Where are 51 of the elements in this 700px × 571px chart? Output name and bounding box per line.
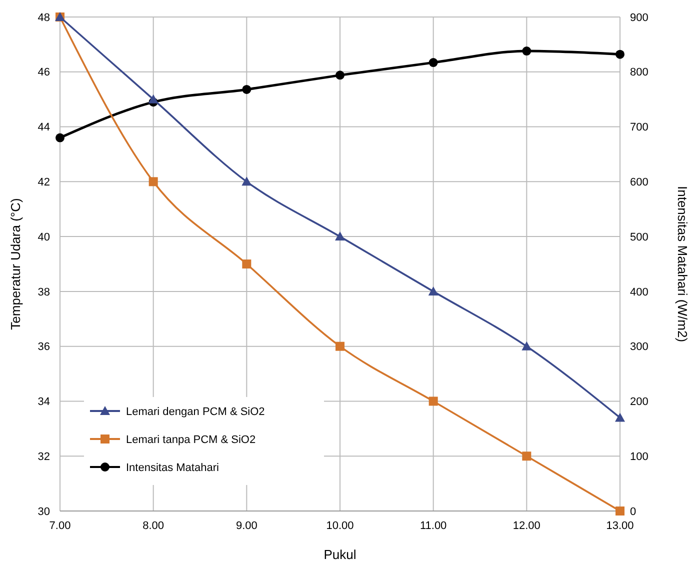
point — [148, 94, 158, 104]
y2-tick-label: 600 — [630, 176, 648, 189]
y2-tick-label: 0 — [630, 506, 636, 518]
y2-tick-label: 300 — [630, 341, 648, 354]
point — [428, 58, 438, 68]
y2-tick-label: 700 — [630, 122, 648, 134]
x-axis-title: Pukul — [324, 547, 356, 562]
point — [148, 177, 158, 186]
y2-tick-label: 800 — [630, 66, 648, 79]
legend-label: Intensitas Matahari — [126, 462, 219, 474]
point — [56, 133, 64, 142]
x-tick-label: 11.00 — [420, 520, 447, 532]
y-tick-label: 34 — [38, 396, 50, 408]
point — [616, 506, 624, 516]
y-axis-title: Temperatur Udara (°C) — [8, 198, 23, 330]
point — [615, 412, 625, 422]
point — [335, 232, 345, 241]
point — [522, 46, 532, 56]
y2-tick-label: 200 — [630, 396, 648, 408]
y2-tick-label: 500 — [630, 231, 648, 244]
point — [242, 260, 252, 268]
point — [242, 176, 252, 186]
y2-tick-label: 400 — [630, 286, 648, 298]
y-tick-label: 44 — [38, 122, 50, 134]
x-tick-label: 12.00 — [512, 520, 540, 532]
y-tick-label: 40 — [38, 231, 50, 244]
x-tick-label: 7.00 — [49, 520, 71, 532]
point — [522, 452, 532, 461]
x-tick-label: 13.00 — [606, 520, 634, 532]
point — [336, 70, 344, 80]
y2-axis-title: Intensitas Matahari (W/m2) — [675, 186, 690, 342]
point — [336, 342, 344, 351]
point — [616, 50, 624, 59]
y-tick-label: 46 — [38, 66, 50, 79]
point — [522, 341, 532, 350]
y2-tick-label: 900 — [630, 12, 648, 24]
point — [242, 84, 252, 94]
point — [428, 286, 438, 296]
legend-label: Lemari tanpa PCM & SiO2 — [126, 434, 256, 446]
legend-label: Lemari dengan PCM & SiO2 — [126, 406, 265, 418]
y2-tick-label: 100 — [630, 450, 648, 463]
point — [428, 396, 438, 406]
y-tick-label: 42 — [38, 176, 50, 189]
y-tick-label: 30 — [38, 506, 50, 518]
x-tick-label: 9.00 — [236, 520, 258, 532]
y-tick-label: 32 — [38, 450, 50, 463]
x-tick-label: 10.00 — [326, 520, 354, 532]
y-tick-label: 36 — [38, 341, 50, 354]
y-tick-label: 48 — [38, 12, 50, 24]
x-tick-label: 8.00 — [142, 520, 164, 532]
y-tick-label: 38 — [38, 286, 50, 298]
